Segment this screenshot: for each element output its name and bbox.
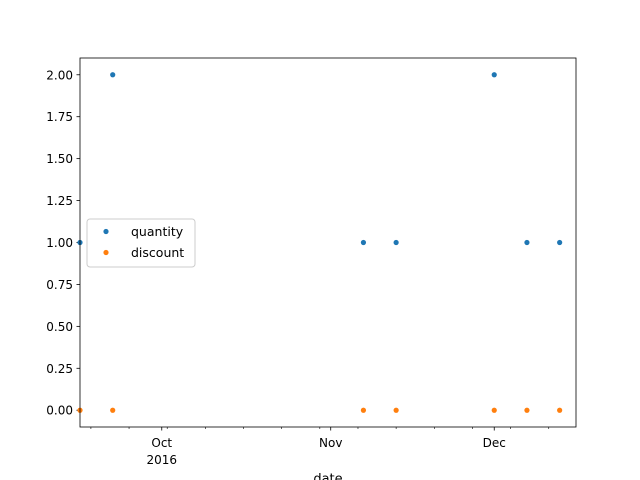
data-point-discount <box>491 407 497 413</box>
y-tick-label: 0.50 <box>46 320 73 334</box>
x-tick-label: Dec <box>483 436 506 450</box>
y-tick-label: 1.50 <box>46 152 73 166</box>
y-tick-label: 2.00 <box>46 68 73 82</box>
data-point-quantity <box>524 239 530 246</box>
data-point-quantity <box>360 239 367 246</box>
legend-label-discount: discount <box>131 245 184 260</box>
data-point-quantity <box>110 72 116 78</box>
data-points <box>77 72 563 413</box>
y-tick-label: 1.25 <box>46 194 73 208</box>
legend-box <box>86 218 196 268</box>
data-point-quantity <box>491 72 497 78</box>
data-point-quantity <box>557 239 563 246</box>
data-point-discount <box>360 407 367 413</box>
y-tick-label: 1.00 <box>46 236 73 250</box>
data-point-discount <box>557 407 563 413</box>
x-tick-sublabel: 2016 <box>146 453 177 467</box>
x-tick-label: Oct <box>151 436 172 450</box>
y-tick-label: 0.25 <box>46 362 73 376</box>
legend-marker-discount <box>103 249 109 256</box>
x-axis: Oct 2016 Nov Dec <box>90 427 550 467</box>
x-axis-label: date <box>313 472 342 480</box>
legend-label-quantity: quantity <box>131 224 184 239</box>
legend: quantity discount <box>86 218 196 268</box>
data-point-quantity <box>393 239 399 246</box>
y-tick-label: 1.75 <box>46 110 73 124</box>
y-tick-label: 0.00 <box>46 404 73 418</box>
legend-marker-quantity <box>103 228 109 235</box>
data-point-discount <box>524 407 530 413</box>
x-tick-label: Nov <box>319 436 342 450</box>
y-axis: 0.00 0.25 0.50 0.75 1.00 1.25 1.50 1.75 2.00 <box>46 68 80 418</box>
data-point-discount <box>110 407 116 413</box>
data-point-discount <box>393 407 399 413</box>
y-tick-label: 0.75 <box>46 278 73 292</box>
plot-frame <box>79 57 577 428</box>
